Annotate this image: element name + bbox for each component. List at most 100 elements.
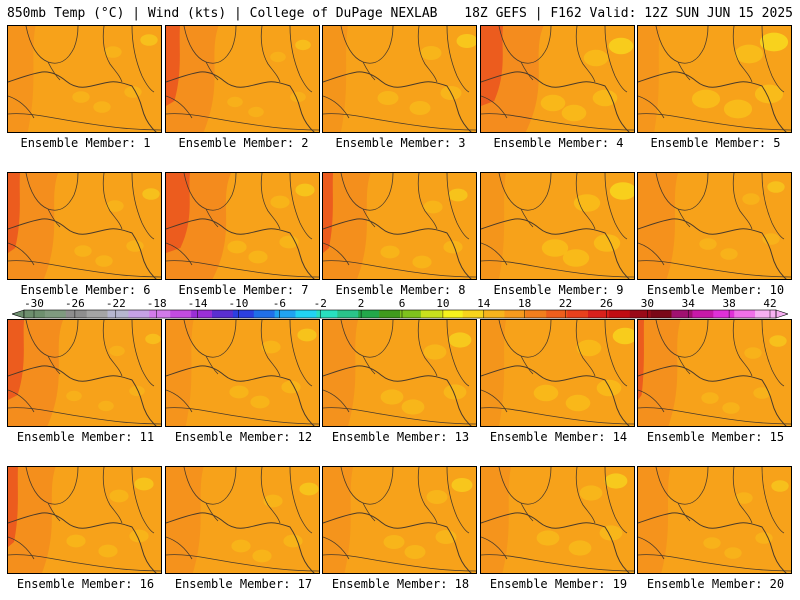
boundary-line (638, 536, 665, 560)
coastline (166, 218, 315, 279)
cool-region (377, 91, 399, 105)
warm-region (166, 320, 194, 426)
temperature-field-map (638, 320, 791, 426)
colorbar-swatch (588, 310, 610, 318)
boundary-line (47, 61, 61, 81)
coastline (323, 218, 472, 279)
colorbar-tick-label: 2 (358, 297, 365, 310)
boundary-line (205, 208, 219, 228)
colorbar-tick-label: -14 (188, 297, 208, 310)
cool-region (435, 530, 457, 544)
cool-region (404, 545, 426, 559)
ensemble-member-label: Ensemble Member: 19 (489, 577, 628, 591)
boundary-line (761, 173, 785, 240)
ensemble-panel (165, 172, 320, 280)
temperature-field-map (166, 467, 319, 573)
boundary-line (205, 502, 219, 522)
boundary-line (323, 536, 350, 560)
cool-region (263, 494, 283, 508)
colorbar-swatch (734, 310, 756, 318)
cool-region (145, 333, 161, 345)
colorbar-swatch (608, 310, 631, 318)
ensemble-member-label: Ensemble Member: 6 (20, 283, 151, 297)
colorbar-swatch (420, 310, 443, 318)
cool-region (129, 529, 149, 543)
colorbar-swatch (441, 310, 463, 318)
field-background (323, 26, 476, 132)
boundary-line (677, 208, 691, 228)
boundary-line (25, 26, 79, 64)
boundary-line (340, 26, 394, 64)
boundary-line (289, 173, 313, 240)
cool-region (106, 200, 124, 212)
boundary-line (481, 389, 508, 413)
colorbar-swatch (483, 310, 505, 318)
boundary-line (47, 208, 61, 228)
cool-region (250, 395, 270, 409)
cool-region (576, 339, 602, 357)
temperature-colorbar: -30 -26 -22 -18 -14 -10 -6 -2 2 6 10 14 18 22 26 30 34 38… (12, 297, 788, 319)
temperature-field-map (323, 320, 476, 426)
boundary-line (638, 113, 791, 131)
cool-region (231, 539, 251, 553)
cool-region (423, 344, 447, 360)
warm-region (8, 173, 58, 279)
temperature-field-map (638, 26, 791, 132)
colorbar-swatch (337, 310, 359, 318)
ensemble-panel (165, 466, 320, 574)
temperature-field-map (481, 320, 634, 426)
boundary-line (323, 242, 350, 266)
warm-region (481, 467, 511, 573)
ensemble-member-label: Ensemble Member: 5 (650, 136, 781, 150)
boundary-line (655, 320, 709, 358)
coastline (8, 512, 157, 573)
hot-region (166, 173, 190, 253)
hot-region (166, 26, 180, 106)
colorbar-min-arrow (12, 309, 25, 319)
coastline (638, 218, 787, 279)
colorbar-tick-label: -30 (24, 297, 44, 310)
coastline (481, 365, 630, 426)
ensemble-member-label: Ensemble Member: 14 (489, 430, 628, 444)
cool-region (562, 249, 590, 267)
colorbar-swatch (629, 310, 651, 318)
cool-region (592, 89, 618, 107)
boundary-line (446, 320, 470, 387)
boundary-line (340, 467, 394, 505)
boundary-line (25, 173, 79, 211)
boundary-line (183, 173, 237, 211)
cool-region (568, 540, 592, 556)
boundary-line (183, 26, 237, 64)
boundary-line (131, 320, 155, 387)
boundary-line (8, 95, 35, 119)
temperature-field-map (323, 467, 476, 573)
coastline (8, 365, 157, 426)
cool-region (536, 530, 560, 546)
boundary-line (183, 467, 237, 505)
cool-region (109, 489, 129, 503)
boundary-line (102, 173, 123, 230)
ensemble-panel (165, 319, 320, 427)
cool-region (755, 532, 773, 544)
cool-region (412, 255, 432, 269)
boundary-line (205, 355, 219, 375)
boundary-line (638, 389, 665, 413)
boundary-line (638, 242, 665, 266)
cool-region (735, 492, 753, 504)
cool-region (561, 104, 587, 122)
cool-region (443, 240, 463, 254)
coastline (481, 71, 630, 132)
colorbar-swatch (358, 310, 380, 318)
ensemble-panel (322, 466, 477, 574)
warm-region (8, 467, 56, 573)
temperature-field-map (8, 320, 161, 426)
field-background (481, 320, 634, 426)
boundary-line (575, 467, 596, 524)
colorbar-tick-label: 14 (477, 297, 491, 310)
cool-region (134, 477, 154, 491)
cool-region (612, 327, 634, 345)
boundary-line (166, 113, 319, 131)
boundary-line (25, 467, 79, 505)
cool-region (744, 347, 762, 359)
cool-region (98, 544, 118, 558)
